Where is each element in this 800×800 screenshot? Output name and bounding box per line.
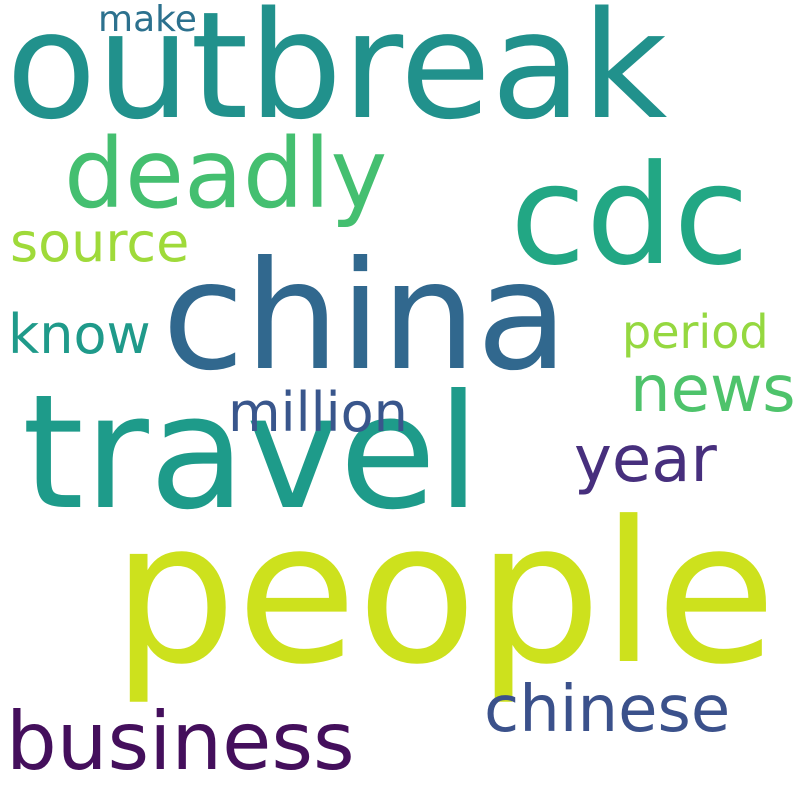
word-period: period: [622, 305, 769, 359]
word-year: year: [574, 423, 717, 497]
word-business: business: [6, 695, 355, 788]
word-million: million: [228, 381, 408, 444]
word-chinese: chinese: [484, 673, 731, 747]
word-people: people: [112, 480, 777, 708]
word-travel: travel: [22, 361, 481, 545]
word-china: china: [162, 230, 569, 404]
word-cdc: cdc: [510, 135, 750, 296]
word-news: news: [630, 353, 796, 427]
word-outbreak: outbreak: [6, 0, 668, 152]
word-deadly: deadly: [64, 118, 388, 230]
word-know: know: [8, 303, 151, 366]
word-make: make: [98, 0, 197, 40]
word-source: source: [10, 211, 190, 274]
